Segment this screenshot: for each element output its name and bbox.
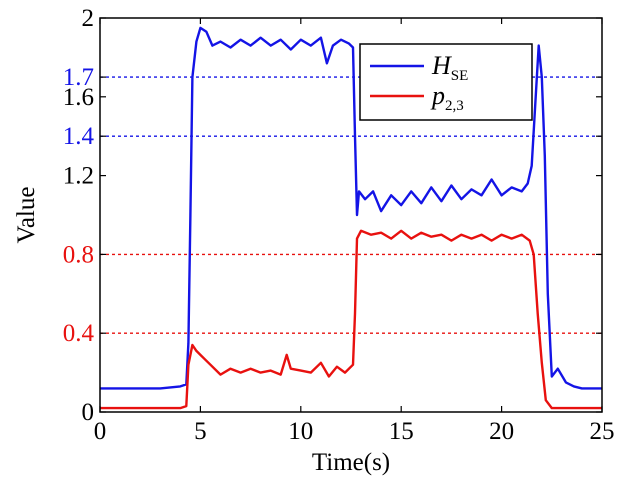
x-tick-label: 25	[590, 418, 615, 445]
legend-box	[359, 43, 533, 121]
series-layer	[100, 26, 602, 410]
y-axis-title: Value	[13, 187, 40, 244]
x-axis-title: Time(s)	[312, 449, 390, 476]
y-tick-label: 1.4	[63, 123, 95, 150]
plot-frame	[99, 17, 603, 413]
x-tick-label: 10	[288, 418, 313, 445]
y-tick-label: 0.8	[63, 241, 94, 268]
y-axis: 0 0.4 0.8 1.2 1.4 1.61.7 2	[63, 5, 602, 426]
y-tick-label: 0.4	[63, 320, 95, 347]
y-tick-label: 1.2	[63, 163, 94, 190]
y-tick-label: 2	[82, 5, 95, 32]
legend-label-p23: p2,3	[430, 81, 464, 114]
x-tick-label: 20	[489, 418, 514, 445]
x-tick-label: 0	[94, 418, 107, 445]
y-tick-label: 0	[82, 399, 95, 426]
legend-label-hse: HSE	[431, 51, 468, 84]
series-line-p23	[100, 229, 602, 410]
y-tick-label: 1.7	[63, 64, 94, 91]
x-axis: 0 5 10 15 20 25	[94, 18, 615, 445]
y-tick-label: 1.6	[63, 84, 94, 111]
series-line-hse	[100, 26, 602, 390]
x-tick-label: 15	[389, 418, 414, 445]
x-tick-label: 5	[194, 418, 207, 445]
